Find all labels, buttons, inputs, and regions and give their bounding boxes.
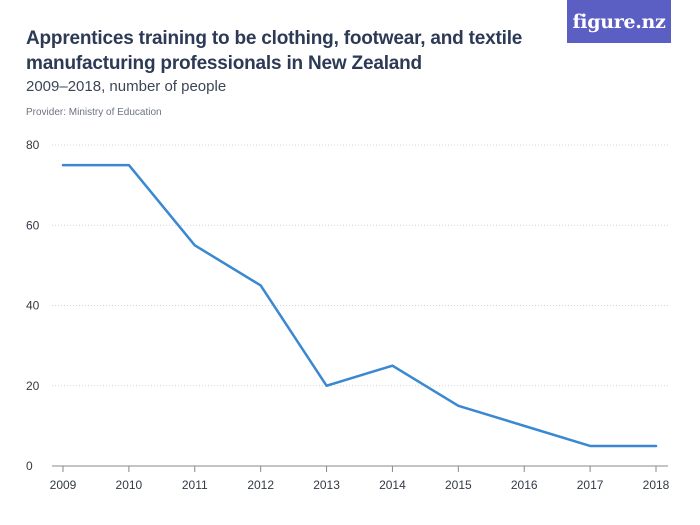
y-tick-label: 40: [26, 299, 40, 313]
data-point[interactable]: [191, 241, 199, 249]
x-tick-label: 2012: [247, 478, 274, 492]
data-point[interactable]: [323, 382, 331, 390]
data-point[interactable]: [586, 442, 594, 450]
x-tick-label: 2013: [313, 478, 340, 492]
data-point[interactable]: [454, 402, 462, 410]
data-point[interactable]: [125, 161, 133, 169]
chart-subtitle: 2009–2018, number of people: [26, 78, 227, 95]
axes: [52, 465, 668, 472]
series: [59, 161, 660, 450]
y-tick-label: 0: [26, 459, 33, 473]
series-line: [61, 163, 658, 448]
data-point[interactable]: [59, 161, 67, 169]
x-tick-label: 2011: [182, 478, 208, 492]
data-provider: Provider: Ministry of Education: [26, 107, 162, 118]
data-point[interactable]: [652, 442, 660, 450]
data-point[interactable]: [257, 281, 265, 289]
x-tick-label: 2015: [445, 478, 472, 492]
figure-nz-logo[interactable]: figure.nz: [567, 0, 671, 43]
gridlines: [52, 144, 668, 387]
y-tick-label: 20: [26, 379, 40, 393]
x-tick-label: 2010: [116, 478, 143, 492]
chart-title: Apprentices training to be clothing, foo…: [26, 28, 523, 74]
data-point[interactable]: [520, 422, 528, 430]
x-tick-label: 2017: [577, 478, 604, 492]
x-tick-label: 2018: [643, 478, 670, 492]
x-tick-label: 2009: [50, 478, 77, 492]
y-tick-label: 60: [26, 218, 40, 232]
x-tick-label: 2016: [511, 478, 538, 492]
x-tick-label: 2014: [379, 478, 406, 492]
y-tick-label: 80: [26, 138, 40, 152]
data-point[interactable]: [388, 362, 396, 370]
tick-labels: 0 20 40 60 80 2009 2010 2011 2012 2013 2014 2015 201…: [26, 138, 670, 492]
